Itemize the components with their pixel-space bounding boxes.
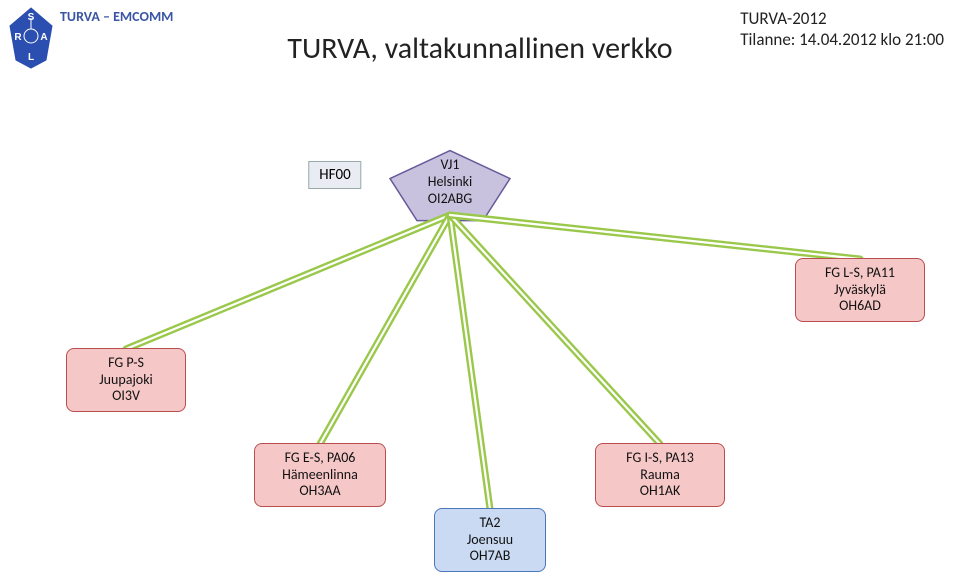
- node-line: FG E-S, PA06: [285, 450, 356, 467]
- status-timestamp: Tilanne: 14.04.2012 klo 21:00: [740, 29, 944, 50]
- hub-line: OI2ABG: [428, 190, 472, 207]
- node-line: FG L-S, PA11: [825, 265, 895, 282]
- hub-label: VJ1HelsinkiOI2ABG: [428, 157, 473, 207]
- hub-line: VJ1: [441, 157, 460, 174]
- edge-ta2-inner: [450, 215, 490, 509]
- node-line: FG P-S: [108, 355, 144, 372]
- edge-fges-inner: [320, 215, 450, 444]
- node-line: Juupajoki: [99, 372, 153, 389]
- header-right: TURVA-2012 Tilanne: 14.04.2012 klo 21:00: [740, 8, 944, 51]
- edge-fgps-inner: [126, 215, 450, 349]
- node-line: Joensuu: [467, 532, 513, 549]
- node-line: FG I-S, PA13: [626, 450, 694, 467]
- node-fgis: FG I-S, PA13RaumaOH1AK: [595, 443, 725, 507]
- diagram-canvas: S R A L TURVA – EMCOMM TURVA, valtakunna…: [0, 0, 960, 575]
- node-line: OH3AA: [299, 483, 340, 500]
- hf00-tag: HF00: [308, 161, 361, 189]
- edge-fgis-inner: [450, 215, 660, 444]
- edge-fgis-outer: [450, 215, 660, 444]
- node-fges: FG E-S, PA06HämeenlinnaOH3AA: [254, 443, 386, 507]
- header-left: TURVA – EMCOMM: [60, 8, 173, 25]
- node-line: OH7AB: [470, 548, 511, 565]
- node-line: OH6AD: [839, 298, 881, 315]
- exercise-name: TURVA-2012: [740, 8, 944, 29]
- edge-fges-outer: [320, 215, 450, 444]
- node-line: Rauma: [640, 467, 680, 484]
- node-line: OH1AK: [640, 483, 680, 500]
- node-fgps: FG P-SJuupajokiOI3V: [66, 348, 186, 412]
- node-fgls: FG L-S, PA11JyväskyläOH6AD: [795, 258, 925, 322]
- node-line: TA2: [480, 515, 501, 532]
- node-ta2: TA2JoensuuOH7AB: [434, 508, 546, 572]
- edge-fgls-inner: [450, 215, 860, 259]
- edge-fgps-outer: [126, 215, 450, 349]
- edge-fgls-outer: [450, 215, 860, 259]
- node-line: OI3V: [112, 388, 140, 405]
- node-line: Jyväskylä: [834, 282, 886, 299]
- hub-line: Helsinki: [428, 174, 473, 191]
- edge-ta2-outer: [450, 215, 490, 509]
- node-line: Hämeenlinna: [282, 467, 358, 484]
